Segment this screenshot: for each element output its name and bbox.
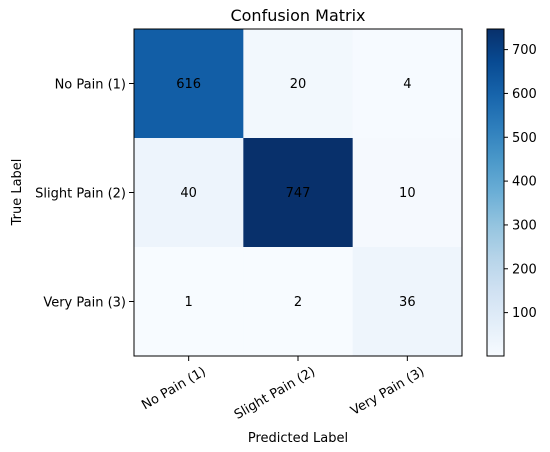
colorbar-tick-label: 700 bbox=[512, 43, 537, 58]
heatmap-cell bbox=[352, 138, 463, 248]
colorbar-tick-label: 500 bbox=[512, 131, 537, 146]
x-axis-ticks: No Pain (1) Slight Pain (2) Very Pain (3) bbox=[139, 356, 427, 423]
heatmap-cell bbox=[243, 247, 354, 357]
colorbar-tick-label: 400 bbox=[512, 175, 537, 190]
chart-title: Confusion Matrix bbox=[230, 6, 365, 25]
heatmap-cell bbox=[352, 247, 463, 357]
heatmap-cell bbox=[134, 138, 244, 248]
y-tick-label: Very Pain (3) bbox=[43, 296, 126, 311]
y-axis-label: True Label bbox=[10, 159, 25, 227]
y-tick-label: No Pain (1) bbox=[55, 78, 126, 93]
y-axis-ticks: No Pain (1) Slight Pain (2) Very Pain (3) bbox=[35, 78, 134, 311]
colorbar-tick-label: 200 bbox=[512, 262, 537, 277]
colorbar-tick-label: 300 bbox=[512, 218, 537, 233]
cell-value-label: 10 bbox=[399, 186, 416, 201]
heatmap-cells: 616 20 4 40 747 10 1 2 36 bbox=[134, 29, 463, 357]
heatmap-cell bbox=[134, 247, 244, 357]
y-tick-label: Slight Pain (2) bbox=[35, 187, 126, 202]
heatmap-cell bbox=[134, 29, 244, 139]
cell-value-label: 20 bbox=[290, 77, 307, 92]
cell-value-label: 747 bbox=[286, 186, 311, 201]
colorbar-ticks: 100 200 300 400 500 600 700 bbox=[504, 43, 537, 321]
colorbar-tick-label: 600 bbox=[512, 87, 537, 102]
cell-value-label: 36 bbox=[399, 295, 416, 310]
x-tick-label: Very Pain (3) bbox=[348, 364, 427, 418]
x-tick-label: Slight Pain (2) bbox=[232, 364, 318, 422]
cell-value-label: 616 bbox=[176, 77, 201, 92]
cell-value-label: 40 bbox=[180, 186, 197, 201]
cell-value-label: 4 bbox=[403, 77, 411, 92]
heatmap-cell bbox=[243, 29, 354, 139]
heatmap-cell bbox=[243, 138, 354, 248]
cell-value-label: 1 bbox=[185, 295, 193, 310]
colorbar-tick-label: 100 bbox=[512, 306, 537, 321]
heatmap-cell bbox=[352, 29, 463, 139]
x-axis-label: Predicted Label bbox=[248, 431, 348, 446]
x-tick-label: No Pain (1) bbox=[139, 364, 208, 413]
cell-value-label: 2 bbox=[294, 295, 302, 310]
colorbar bbox=[486, 28, 505, 357]
